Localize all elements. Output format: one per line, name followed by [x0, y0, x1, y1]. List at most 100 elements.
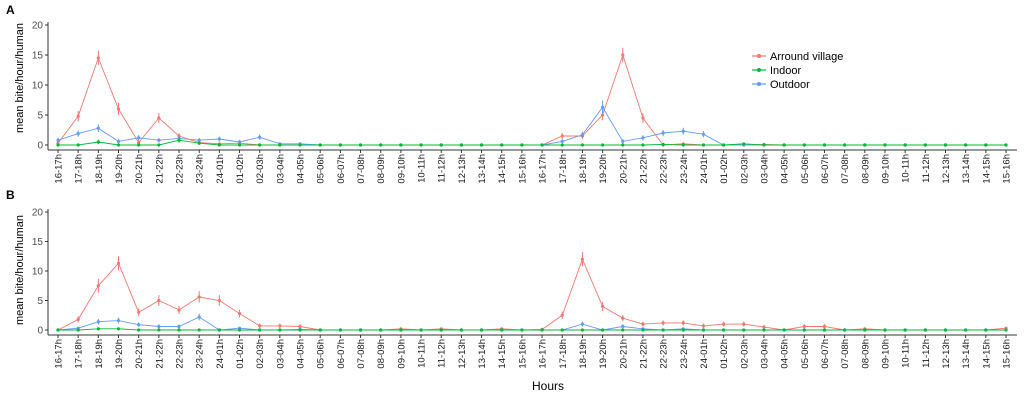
- panel-b-x-tick-label: 09-10h: [880, 339, 891, 369]
- panel-a-outdoor-point: [681, 129, 685, 133]
- panel-b-x-tick-label: 10-11h: [901, 339, 912, 368]
- panel-a-outdoor-point: [137, 136, 141, 140]
- panel-a-indoor-point: [580, 143, 585, 147]
- panel-b-outdoor-point: [197, 315, 201, 319]
- panel-b-x-tick-label: 18-19h: [578, 339, 589, 369]
- panel-b-outdoor-point: [137, 323, 141, 327]
- panel-b-outdoor-point: [580, 322, 585, 326]
- panel-b-indoor-point: [661, 328, 665, 332]
- panel-a-indoor-point: [500, 143, 504, 147]
- panel-a-x-tick-label: 18-19h: [94, 154, 105, 184]
- panel-a-x-tick-label: 07-08h: [356, 154, 367, 184]
- panel-a-indoor-point: [399, 143, 403, 147]
- panel-a-indoor-point: [540, 143, 544, 147]
- panel-a-indoor-point: [943, 143, 948, 147]
- panel-a-x-tick-label: 21-22h: [154, 154, 165, 184]
- panel-a-x-tick-label: 01-02h: [719, 154, 730, 184]
- panel-a-arround-village-point: [137, 141, 141, 145]
- panel-a-outdoor-point: [560, 139, 564, 143]
- panel-b-x-tick-label: 01-02h: [719, 339, 730, 369]
- panel-b-x-tick-label: 02-03h: [739, 339, 750, 369]
- panel-a-outdoor-point: [600, 105, 605, 109]
- panel-b-arround-village-point: [762, 325, 766, 329]
- panel-a-indoor-point: [96, 140, 100, 144]
- panel-a-x-tick-label: 02-03h: [739, 154, 750, 184]
- panel-b-x-tick-label: 02-03h: [255, 339, 266, 369]
- panel-a-x-tick-label: 13-14h: [477, 154, 488, 184]
- panel-b-arround-village-point: [681, 321, 685, 325]
- panel-b-x-tick-label: 08-09h: [376, 339, 387, 369]
- panel-a-x-tick-label: 14-15h: [497, 154, 508, 184]
- panel-a-arround-village-line: [57, 53, 1006, 146]
- panel-b-indoor-point: [278, 328, 282, 332]
- panel-b-x-tick-label: 12-13h: [941, 339, 952, 369]
- panel-a-x-tick-label: 15-16h: [1002, 154, 1013, 184]
- panel-b-indoor-point: [379, 328, 383, 332]
- panel-b-indoor-point: [76, 328, 80, 332]
- panel-b-arround-village-line: [57, 257, 1007, 331]
- panel-b-outdoor-point: [157, 324, 161, 329]
- panel-a-indoor-point: [964, 143, 968, 147]
- panel-a-indoor-point: [701, 143, 706, 147]
- legend-indoor-key-point: [757, 68, 761, 72]
- panel-b-x-tick-label: 13-14h: [961, 339, 972, 369]
- panel-b-y-axis: 0 5 10 15 20: [32, 208, 49, 337]
- legend-arround-village-key-point: [757, 54, 761, 58]
- panel-b-x-tick-label: 17-18h: [74, 339, 85, 369]
- panel-a-indoor-point: [177, 138, 181, 142]
- panel-a-x-tick-label: 12-13h: [941, 154, 952, 184]
- panel-a-indoor-point: [358, 143, 363, 147]
- panel-a-indoor-point: [56, 143, 60, 147]
- panel-b-indoor-point: [903, 328, 907, 332]
- panel-b-arround-village-point: [621, 316, 625, 320]
- panel-b-x-tick-label: 18-19h: [94, 339, 105, 369]
- panel-a-outdoor-point: [237, 140, 242, 144]
- panel-a-x-tick-label: 22-23h: [175, 154, 186, 184]
- panel-a-x-tick-label: 13-14h: [961, 154, 972, 184]
- panel-a-x-tick-label: 09-10h: [880, 154, 891, 184]
- panel-b-indoor-point: [298, 328, 302, 332]
- panel-a-indoor-point: [681, 143, 685, 147]
- panel-b-x-tick-label: 21-22h: [154, 339, 165, 369]
- panel-b-arround-village-point: [76, 317, 80, 321]
- panel-a-x-tick-label: 10-11h: [901, 154, 912, 183]
- panel-a-x-tick-label: 04-05h: [780, 154, 791, 184]
- panel-b-arround-village-point: [116, 261, 121, 265]
- panel-a-x-tick-label: 14-15h: [981, 154, 992, 184]
- panel-b-indoor-point: [722, 328, 726, 332]
- panel-b: B mean bite/hour/human 0 5 10 15 20 16-17h 17…: [6, 188, 1017, 369]
- panel-b-x-tick-label: 01-02h: [235, 339, 246, 369]
- panel-b-outdoor-point: [177, 324, 181, 329]
- panel-a-y-tick-label: 10: [32, 81, 44, 92]
- panel-b-indoor-point: [943, 328, 948, 332]
- panel-b-outdoor-point: [621, 324, 625, 329]
- panel-b-arround-village-point: [661, 321, 665, 325]
- panel-b-indoor-point: [399, 328, 403, 332]
- panel-a-indoor-point: [802, 143, 806, 147]
- panel-b-x-tick-label: 16-17h: [54, 339, 65, 369]
- panel-b-outdoor-point: [96, 320, 100, 324]
- panel-a-indoor-point: [197, 141, 201, 145]
- panel-a-indoor-point: [298, 143, 302, 147]
- panel-a-x-tick-label: 06-07h: [336, 154, 347, 184]
- panel-b-x-tick-label: 07-08h: [356, 339, 367, 369]
- panel-b-arround-village-point: [580, 257, 585, 261]
- panel-b-indoor-point: [923, 328, 927, 332]
- panel-b-x-tick-label: 21-22h: [638, 339, 649, 369]
- panel-a-outdoor-point: [641, 136, 645, 140]
- panel-b-indoor-point: [258, 328, 262, 332]
- panel-b-arround-village-point: [137, 310, 141, 314]
- panel-b-y-tick-label: 10: [32, 267, 44, 278]
- panel-a-outdoor-point: [56, 138, 60, 142]
- panel-b-indoor-point: [96, 327, 100, 331]
- panel-b-indoor-point: [137, 328, 141, 332]
- panel-b-x-tick-label: 09-10h: [396, 339, 407, 369]
- panel-b-x-tick-label: 13-14h: [477, 339, 488, 369]
- panel-a-arround-village-point: [76, 114, 80, 118]
- panel-b-arround-village-point: [298, 324, 302, 329]
- panel-b-indoor-point: [358, 328, 363, 332]
- panel-b-x-tick-label: 11-12h: [437, 339, 448, 368]
- panel-a-indoor-point: [76, 143, 80, 147]
- panel-b-x-tick-label: 06-07h: [336, 339, 347, 369]
